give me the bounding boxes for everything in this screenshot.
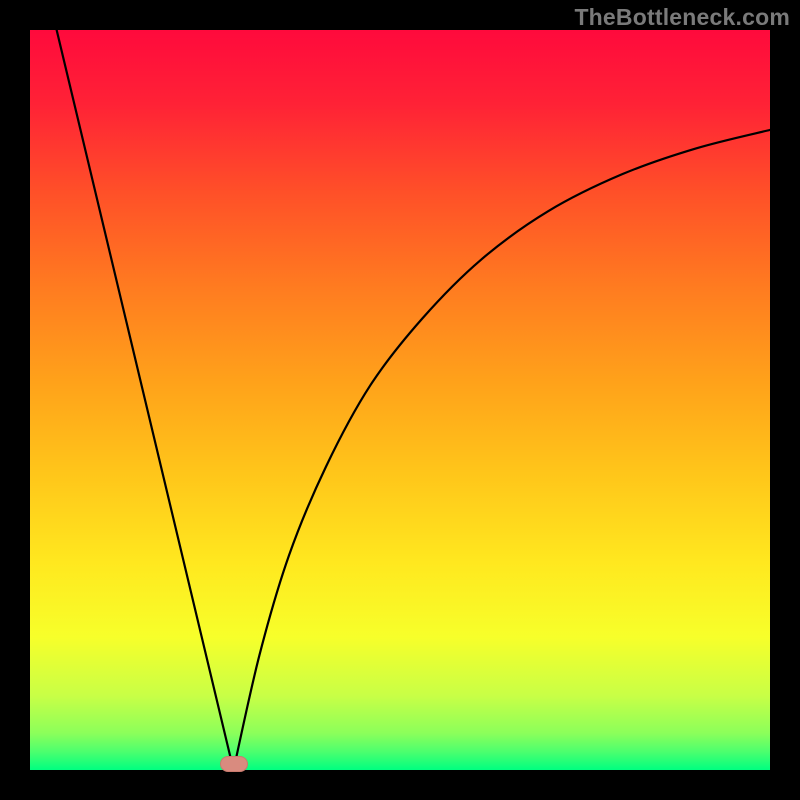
watermark-text: TheBottleneck.com <box>574 4 790 31</box>
chart-frame: TheBottleneck.com <box>0 0 800 800</box>
plot-area <box>30 30 770 770</box>
optimal-marker <box>220 756 248 772</box>
curve-layer <box>30 30 770 770</box>
bottleneck-curve <box>57 30 770 770</box>
